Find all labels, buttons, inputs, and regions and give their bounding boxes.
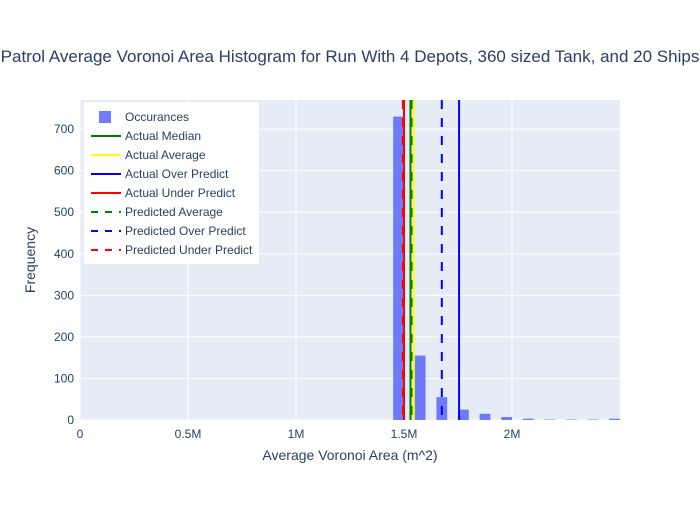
histogram-bar[interactable] — [415, 356, 426, 420]
legend-label: Predicted Under Predict — [125, 243, 253, 257]
y-tick-label: 0 — [67, 413, 74, 427]
chart-title: Patrol Average Voronoi Area Histogram fo… — [1, 47, 700, 66]
x-axis-label: Average Voronoi Area (m^2) — [262, 447, 437, 463]
y-tick-label: 700 — [54, 122, 74, 136]
histogram-bar[interactable] — [480, 414, 491, 420]
x-tick-label: 0.5M — [175, 427, 202, 441]
legend-background — [84, 102, 259, 264]
legend-label: Actual Over Predict — [125, 167, 229, 181]
legend-label: Predicted Over Predict — [125, 224, 246, 238]
legend-swatch — [99, 111, 111, 123]
y-tick-label: 100 — [54, 371, 74, 385]
legend-label: Actual Average — [125, 148, 206, 162]
x-tick-label: 1.5M — [391, 427, 418, 441]
legend-label: Actual Median — [125, 129, 201, 143]
histogram-bar[interactable] — [501, 417, 512, 420]
y-tick-label: 400 — [54, 247, 74, 261]
y-tick-label: 500 — [54, 205, 74, 219]
y-tick-label: 200 — [54, 330, 74, 344]
legend[interactable]: Occurances Actual Median Actual Average Act… — [84, 102, 259, 264]
legend-label: Occurances — [125, 110, 189, 124]
x-tick-label: 2M — [504, 427, 521, 441]
x-tick-label: 0 — [77, 427, 84, 441]
y-axis-label: Frequency — [22, 227, 38, 293]
histogram-bar[interactable] — [609, 419, 620, 420]
y-tick-label: 600 — [54, 164, 74, 178]
legend-label: Actual Under Predict — [125, 186, 236, 200]
histogram-bar[interactable] — [523, 419, 534, 420]
x-tick-label: 1M — [288, 427, 305, 441]
legend-label: Predicted Average — [125, 205, 223, 219]
y-tick-label: 300 — [54, 288, 74, 302]
